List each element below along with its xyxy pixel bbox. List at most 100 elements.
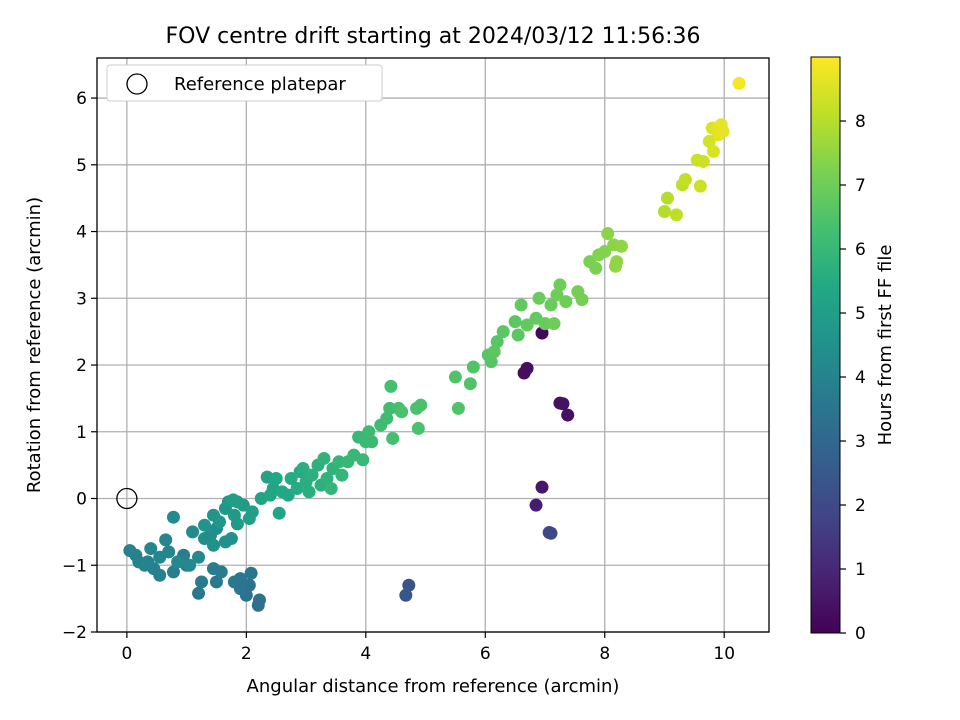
legend-marker-icon xyxy=(126,73,148,95)
data-point xyxy=(395,405,409,419)
data-point xyxy=(138,558,152,572)
data-point xyxy=(317,451,331,465)
data-point xyxy=(166,510,180,524)
data-point xyxy=(702,134,716,148)
data-point xyxy=(284,471,298,485)
y-tick-label: 0 xyxy=(76,490,87,510)
data-point xyxy=(544,526,558,540)
data-point xyxy=(244,566,258,580)
data-point xyxy=(171,555,185,569)
y-tick-label: 5 xyxy=(76,156,87,176)
data-point xyxy=(380,411,394,425)
data-point xyxy=(414,398,428,412)
data-point xyxy=(362,425,376,439)
data-point xyxy=(451,401,465,415)
data-point xyxy=(511,328,525,342)
data-point xyxy=(192,550,206,564)
colorbar-tick-label: 4 xyxy=(855,368,866,388)
data-point xyxy=(214,565,228,579)
plot-frame xyxy=(96,57,770,633)
data-point xyxy=(384,379,398,393)
x-axis-label: Angular distance from reference (arcmin) xyxy=(247,676,620,697)
x-tick-label: 0 xyxy=(121,644,132,664)
data-point xyxy=(608,259,622,273)
data-point xyxy=(230,517,244,531)
data-point xyxy=(535,480,549,494)
y-tick-label: 2 xyxy=(76,356,87,376)
data-point xyxy=(356,453,370,467)
data-point xyxy=(490,335,504,349)
colorbar-tick-label: 8 xyxy=(855,112,866,132)
data-point xyxy=(614,239,628,253)
data-point xyxy=(487,345,501,359)
colorbar: 0 1 2 3 4 5 6 7 8 Hours from first FF file xyxy=(810,56,896,644)
data-point xyxy=(550,288,564,302)
data-point xyxy=(252,593,266,607)
data-point xyxy=(496,325,510,339)
x-tick-label: 2 xyxy=(241,644,252,664)
data-point xyxy=(332,455,346,469)
data-point xyxy=(186,525,200,539)
data-point xyxy=(544,298,558,312)
data-point xyxy=(383,401,397,415)
data-point xyxy=(466,360,480,374)
data-point xyxy=(547,317,561,331)
data-point xyxy=(484,355,498,369)
colorbar-tick-label: 6 xyxy=(855,240,866,260)
data-point xyxy=(529,498,543,512)
data-point xyxy=(212,515,226,529)
data-point xyxy=(561,408,575,422)
data-point xyxy=(320,471,334,485)
data-point xyxy=(183,558,197,572)
reference-platepar-marker xyxy=(116,487,138,510)
data-point xyxy=(242,512,256,526)
y-tick-label: 4 xyxy=(76,223,87,243)
data-point xyxy=(732,76,746,90)
data-point xyxy=(601,227,615,241)
data-point xyxy=(508,315,522,329)
data-point xyxy=(162,545,176,559)
data-point xyxy=(206,538,220,552)
data-point xyxy=(463,377,477,391)
colorbar-ticks: 0 1 2 3 4 5 6 7 8 xyxy=(840,112,866,644)
y-axis-ticks: −2 −1 0 1 2 3 4 5 6 xyxy=(62,89,97,643)
data-point xyxy=(281,488,295,502)
data-point xyxy=(678,172,692,186)
scatter-points xyxy=(116,76,746,612)
data-point xyxy=(365,435,379,449)
legend-entry: Reference platepar xyxy=(174,74,346,95)
data-point xyxy=(224,532,238,546)
x-tick-label: 10 xyxy=(713,644,735,664)
data-point xyxy=(693,179,707,193)
y-tick-label: −1 xyxy=(62,556,87,576)
x-tick-label: 6 xyxy=(480,644,491,664)
data-point xyxy=(192,586,206,600)
data-point xyxy=(589,261,603,275)
data-point xyxy=(706,144,720,158)
legend: Reference platepar xyxy=(106,64,383,102)
data-point xyxy=(209,575,223,589)
y-tick-label: 1 xyxy=(76,423,87,443)
colorbar-tick-label: 0 xyxy=(855,624,866,644)
data-point xyxy=(272,506,286,520)
data-point xyxy=(399,588,413,602)
data-point xyxy=(538,317,552,331)
data-point xyxy=(129,548,143,562)
y-tick-label: −2 xyxy=(62,623,87,643)
data-point xyxy=(402,578,416,592)
data-point xyxy=(144,542,158,556)
data-point xyxy=(302,485,316,499)
data-point xyxy=(532,291,546,305)
data-point xyxy=(230,495,244,509)
colorbar-tick-label: 3 xyxy=(855,432,866,452)
data-point xyxy=(159,533,173,547)
data-point xyxy=(263,488,277,502)
data-point xyxy=(386,431,400,445)
colorbar-tick-label: 5 xyxy=(855,304,866,324)
x-tick-label: 8 xyxy=(599,644,610,664)
data-point xyxy=(559,295,573,309)
data-point xyxy=(269,471,283,485)
data-point xyxy=(305,468,319,482)
data-point xyxy=(575,293,589,307)
